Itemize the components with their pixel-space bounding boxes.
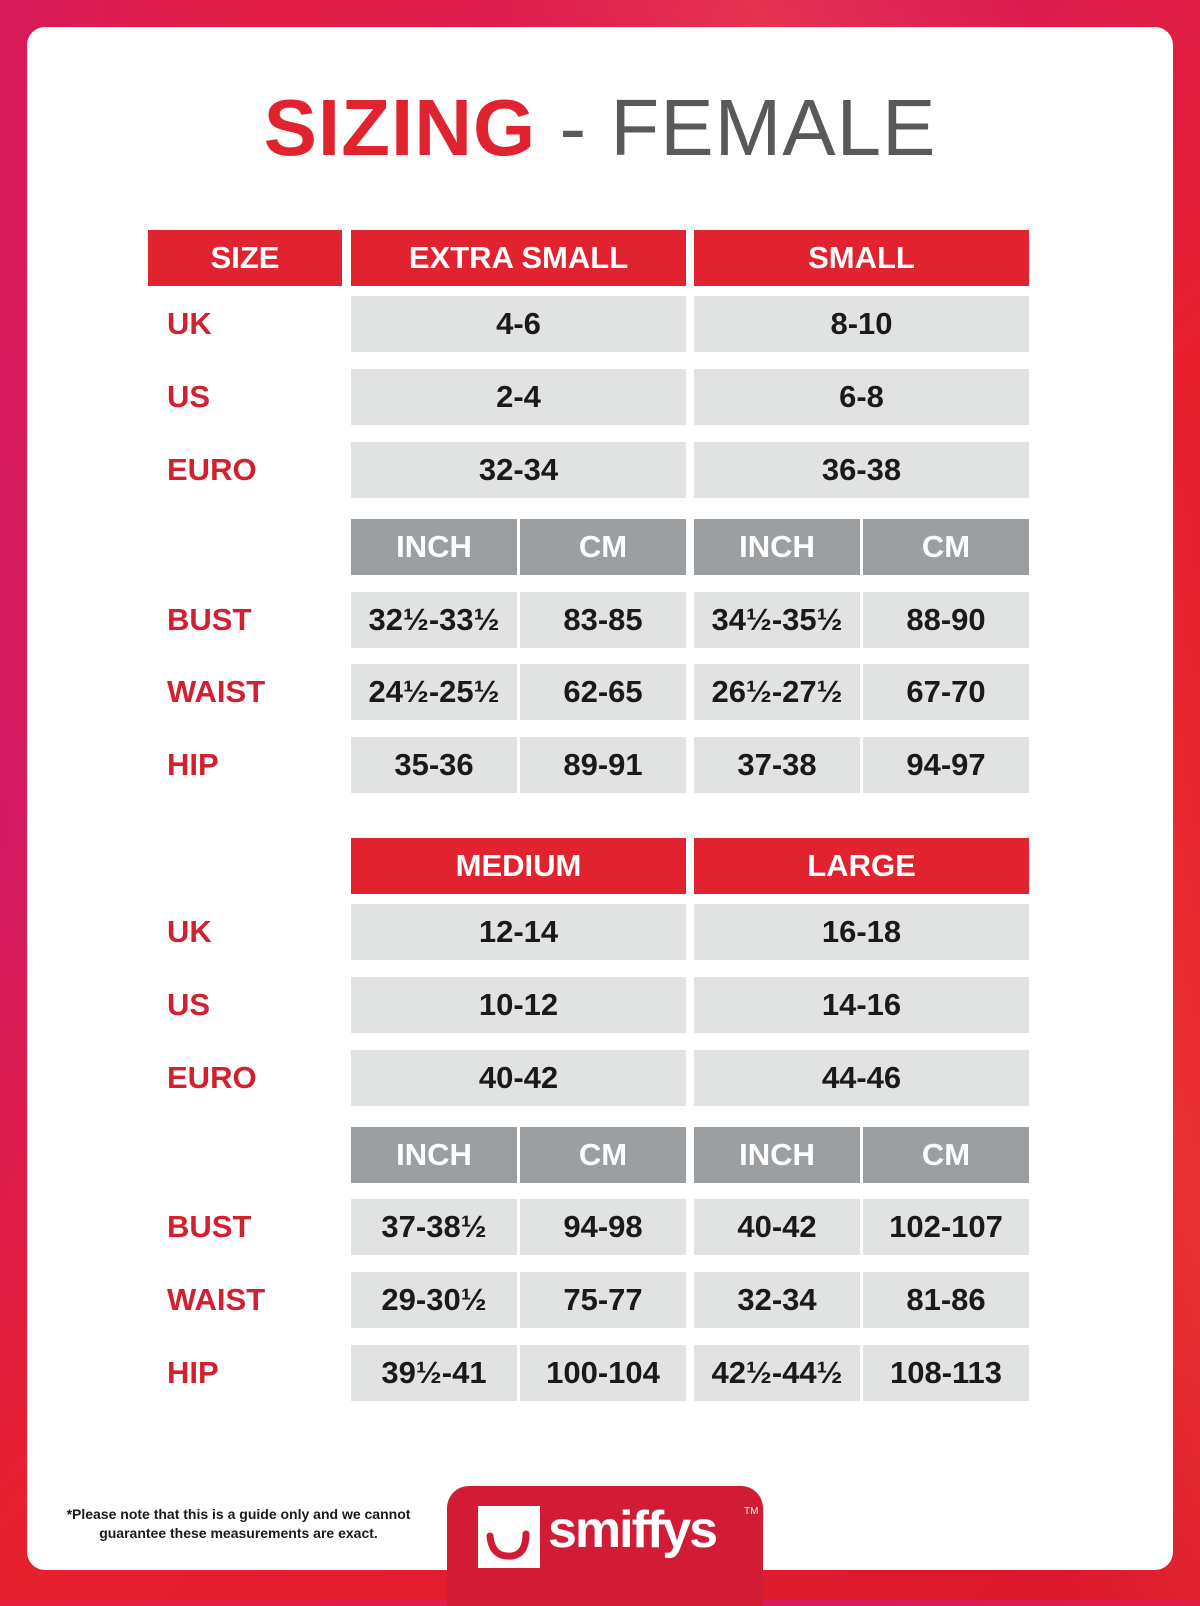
waist-cm-value: 67-70	[863, 664, 1029, 720]
bust-inch-value: 37-38½	[351, 1199, 517, 1255]
hip-cm-value: 89-91	[520, 737, 686, 793]
page-title: SIZING - FEMALE	[0, 80, 1200, 176]
unit-header-inch: INCH	[694, 519, 860, 575]
waist-inch-value: 24½-25½	[351, 664, 517, 720]
brand-logo: smiffys	[548, 1501, 718, 1559]
size-value-us: 14-16	[694, 977, 1029, 1033]
size-value-euro: 44-46	[694, 1050, 1029, 1106]
disclaimer-line-2: guarantee these measurements are exact.	[99, 1525, 378, 1541]
bust-cm-value: 94-98	[520, 1199, 686, 1255]
size-header: LARGE	[694, 838, 1029, 894]
hip-cm-value: 100-104	[520, 1345, 686, 1401]
size-header: EXTRA SMALL	[351, 230, 686, 286]
unit-header-cm: CM	[520, 519, 686, 575]
hip-cm-value: 94-97	[863, 737, 1029, 793]
title-secondary: - FEMALE	[559, 83, 937, 172]
trademark: TM	[744, 1506, 759, 1517]
bust-inch-value: 32½-33½	[351, 592, 517, 648]
unit-header-inch: INCH	[694, 1127, 860, 1183]
size-header: MEDIUM	[351, 838, 686, 894]
unit-header-inch: INCH	[351, 519, 517, 575]
hip-cm-value: 108-113	[863, 1345, 1029, 1401]
bust-cm-value: 88-90	[863, 592, 1029, 648]
bust-inch-value: 34½-35½	[694, 592, 860, 648]
unit-header-cm: CM	[863, 519, 1029, 575]
bust-cm-value: 83-85	[520, 592, 686, 648]
unit-header-cm: CM	[520, 1127, 686, 1183]
row-label-us: US	[167, 987, 211, 1022]
bust-inch-value: 40-42	[694, 1199, 860, 1255]
row-label-hip: HIP	[167, 747, 219, 782]
row-label-hip: HIP	[167, 1355, 219, 1390]
row-label-waist: WAIST	[167, 1282, 266, 1317]
size-value-uk: 4-6	[351, 296, 686, 352]
row-label-us: US	[167, 379, 211, 414]
unit-header-inch: INCH	[351, 1127, 517, 1183]
row-label-waist: WAIST	[167, 674, 266, 709]
bust-cm-value: 102-107	[863, 1199, 1029, 1255]
waist-inch-value: 26½-27½	[694, 664, 860, 720]
hip-inch-value: 42½-44½	[694, 1345, 860, 1401]
size-header: SMALL	[694, 230, 1029, 286]
row-label-uk: UK	[167, 914, 212, 949]
waist-inch-value: 32-34	[694, 1272, 860, 1328]
hip-inch-value: 39½-41	[351, 1345, 517, 1401]
hip-inch-value: 37-38	[694, 737, 860, 793]
smile-logo-icon	[478, 1506, 540, 1568]
size-value-us: 6-8	[694, 369, 1029, 425]
size-value-us: 2-4	[351, 369, 686, 425]
row-label-euro: EURO	[167, 452, 257, 487]
size-value-uk: 16-18	[694, 904, 1029, 960]
size-value-us: 10-12	[351, 977, 686, 1033]
title-primary: SIZING	[263, 83, 537, 172]
row-label-uk: UK	[167, 306, 212, 341]
size-column-header: SIZE	[148, 230, 342, 286]
waist-inch-value: 29-30½	[351, 1272, 517, 1328]
waist-cm-value: 75-77	[520, 1272, 686, 1328]
disclaimer-note: *Please note that this is a guide only a…	[36, 1505, 441, 1543]
size-value-uk: 8-10	[694, 296, 1029, 352]
row-label-bust: BUST	[167, 1209, 252, 1244]
row-label-euro: EURO	[167, 1060, 257, 1095]
size-value-uk: 12-14	[351, 904, 686, 960]
unit-header-cm: CM	[863, 1127, 1029, 1183]
waist-cm-value: 81-86	[863, 1272, 1029, 1328]
hip-inch-value: 35-36	[351, 737, 517, 793]
row-label-bust: BUST	[167, 602, 252, 637]
size-value-euro: 32-34	[351, 442, 686, 498]
size-value-euro: 36-38	[694, 442, 1029, 498]
waist-cm-value: 62-65	[520, 664, 686, 720]
size-value-euro: 40-42	[351, 1050, 686, 1106]
disclaimer-line-1: *Please note that this is a guide only a…	[66, 1506, 411, 1522]
